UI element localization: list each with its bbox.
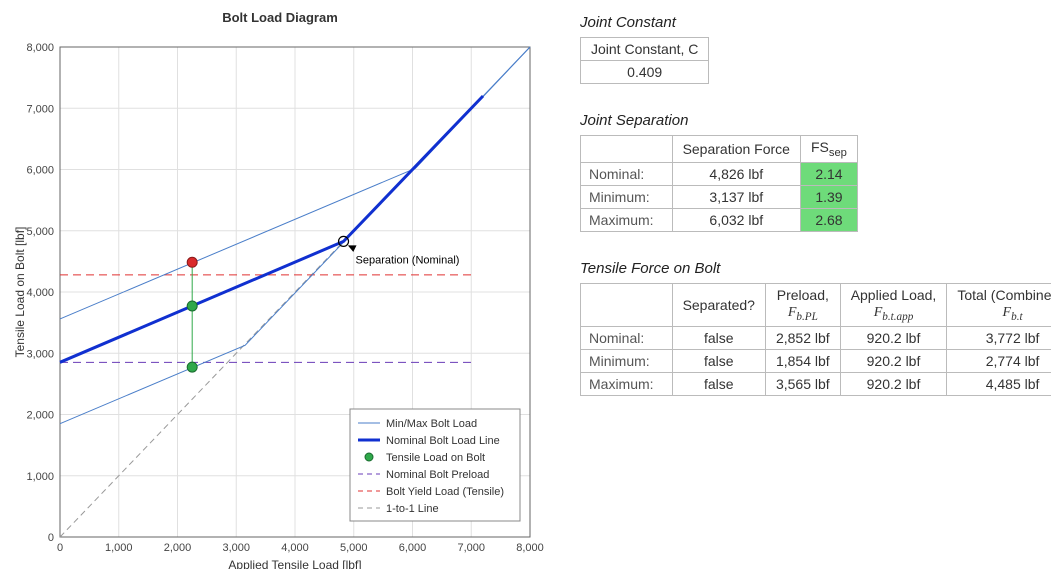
joint-constant-section: Joint Constant Joint Constant, C 0.409: [580, 14, 1051, 84]
svg-text:7,000: 7,000: [26, 103, 54, 115]
table-row: Minimum:false1,854 lbf920.2 lbf2,774 lbf: [581, 349, 1051, 372]
tf-tot-header: Total (Combined), Fb.t: [947, 283, 1051, 326]
bolt-load-chart: 0 1,000 2,000 3,000 4,000 5,000 6,000 7,000 8,00…: [10, 29, 550, 569]
svg-text:4,000: 4,000: [26, 287, 54, 299]
svg-text:3,000: 3,000: [222, 542, 250, 554]
tf-empty-header: [581, 283, 673, 326]
js-force-header: Separation Force: [672, 136, 800, 163]
joint-constant-table: Joint Constant, C 0.409: [580, 37, 709, 84]
tf-pl: 2,852 lbf: [765, 326, 840, 349]
tf-sep: false: [672, 349, 765, 372]
row-label: Nominal:: [581, 326, 673, 349]
joint-separation-table: Separation Force FSsep Nominal:4,826 lbf…: [580, 135, 858, 232]
svg-text:Nominal Bolt Load Line: Nominal Bolt Load Line: [386, 435, 500, 447]
svg-text:Applied Tensile Load [lbf]: Applied Tensile Load [lbf]: [228, 558, 361, 569]
tf-tot: 2,774 lbf: [947, 349, 1051, 372]
svg-text:Tensile Load on Bolt: Tensile Load on Bolt: [386, 452, 485, 464]
tf-pl: 1,854 lbf: [765, 349, 840, 372]
tensile-force-table: Separated? Preload, Fb.PL Applied Load, …: [580, 283, 1051, 396]
row-label: Nominal:: [581, 162, 673, 185]
sep-force: 4,826 lbf: [672, 162, 800, 185]
tables-panel: Joint Constant Joint Constant, C 0.409 J…: [580, 10, 1051, 569]
svg-text:0: 0: [48, 532, 54, 544]
svg-text:Min/Max Bolt Load: Min/Max Bolt Load: [386, 418, 477, 430]
tensile-force-section: Tensile Force on Bolt Separated? Preload…: [580, 260, 1051, 396]
sep-fs: 1.39: [800, 185, 857, 208]
chart-panel: Bolt Load Diagram 0 1,000 2,000 3,000 4,000 5…: [10, 10, 550, 569]
tf-tot: 3,772 lbf: [947, 326, 1051, 349]
tf-sep: false: [672, 326, 765, 349]
tf-sep-header: Separated?: [672, 283, 765, 326]
tf-pl-header: Preload, Fb.PL: [765, 283, 840, 326]
tf-app: 920.2 lbf: [840, 349, 947, 372]
svg-text:Bolt Yield Load (Tensile): Bolt Yield Load (Tensile): [386, 486, 504, 498]
sep-fs: 2.68: [800, 208, 857, 231]
svg-text:4,000: 4,000: [281, 542, 309, 554]
svg-text:6,000: 6,000: [399, 542, 427, 554]
jc-value: 0.409: [581, 61, 709, 84]
row-label: Maximum:: [581, 208, 673, 231]
row-label: Minimum:: [581, 185, 673, 208]
js-empty-header: [581, 136, 673, 163]
svg-text:1,000: 1,000: [105, 542, 133, 554]
joint-separation-title: Joint Separation: [580, 112, 1051, 129]
table-row: Maximum:6,032 lbf2.68: [581, 208, 858, 231]
row-label: Minimum:: [581, 349, 673, 372]
svg-text:Separation (Nominal): Separation (Nominal): [356, 254, 460, 266]
svg-text:Nominal Bolt Preload: Nominal Bolt Preload: [386, 469, 489, 481]
table-row: Maximum:false3,565 lbf920.2 lbf4,485 lbf: [581, 372, 1051, 395]
tf-tot: 4,485 lbf: [947, 372, 1051, 395]
svg-text:1-to-1 Line: 1-to-1 Line: [386, 503, 439, 515]
svg-text:3,000: 3,000: [26, 348, 54, 360]
table-row: Nominal:false2,852 lbf920.2 lbf3,772 lbf: [581, 326, 1051, 349]
sep-fs: 2.14: [800, 162, 857, 185]
svg-text:5,000: 5,000: [26, 226, 54, 238]
joint-separation-section: Joint Separation Separation Force FSsep …: [580, 112, 1051, 232]
tf-app-header: Applied Load, Fb.t.app: [840, 283, 947, 326]
table-row: Nominal:4,826 lbf2.14: [581, 162, 858, 185]
tf-sep: false: [672, 372, 765, 395]
svg-text:1,000: 1,000: [26, 471, 54, 483]
tf-app: 920.2 lbf: [840, 326, 947, 349]
tensile-force-title: Tensile Force on Bolt: [580, 260, 1051, 277]
svg-text:2,000: 2,000: [26, 410, 54, 422]
svg-text:7,000: 7,000: [457, 542, 485, 554]
svg-text:8,000: 8,000: [26, 42, 54, 54]
sep-force: 3,137 lbf: [672, 185, 800, 208]
js-fs-header: FSsep: [800, 136, 857, 163]
svg-text:Tensile Load on Bolt [lbf]: Tensile Load on Bolt [lbf]: [13, 227, 27, 358]
row-label: Maximum:: [581, 372, 673, 395]
table-row: Minimum:3,137 lbf1.39: [581, 185, 858, 208]
svg-text:8,000: 8,000: [516, 542, 544, 554]
jc-label: Joint Constant, C: [581, 38, 709, 61]
svg-text:0: 0: [57, 542, 63, 554]
joint-constant-title: Joint Constant: [580, 14, 1051, 31]
tf-pl: 3,565 lbf: [765, 372, 840, 395]
svg-text:6,000: 6,000: [26, 165, 54, 177]
svg-text:5,000: 5,000: [340, 542, 368, 554]
sep-force: 6,032 lbf: [672, 208, 800, 231]
chart-title: Bolt Load Diagram: [10, 10, 550, 25]
tf-app: 920.2 lbf: [840, 372, 947, 395]
svg-text:2,000: 2,000: [164, 542, 192, 554]
